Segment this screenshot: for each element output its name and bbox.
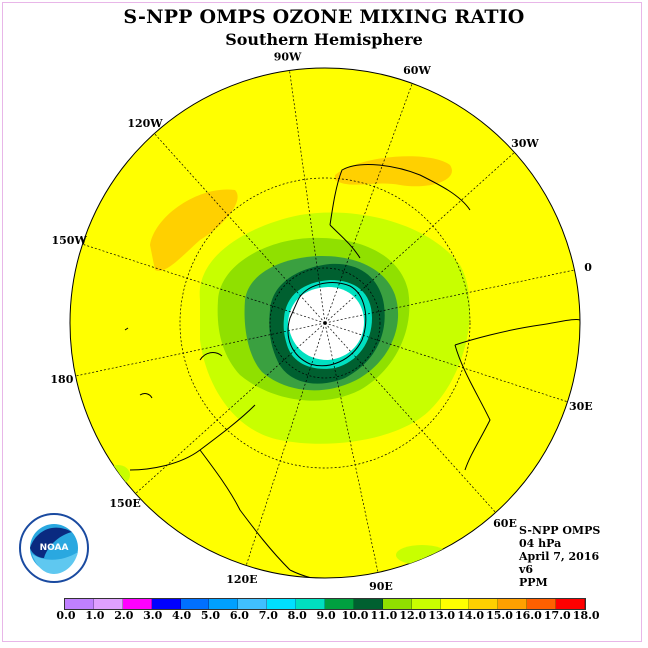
meridian-line — [75, 322, 326, 377]
longitude-label: 90W — [274, 51, 302, 64]
colorbar-tick-label: 4.0 — [172, 609, 192, 622]
noaa-logo-text: NOAA — [40, 543, 69, 553]
colorbar-segment — [556, 599, 586, 609]
map-subtitle: Southern Hemisphere — [225, 30, 423, 49]
longitude-label: 150E — [109, 497, 140, 510]
colorbar-tick-label: 6.0 — [229, 609, 249, 622]
colorbar-segment — [93, 599, 123, 609]
colorbar-segment — [209, 599, 239, 609]
meridian-line — [324, 269, 575, 324]
colorbar-tick-label: 9.0 — [316, 609, 336, 622]
colorbar-segment — [65, 599, 94, 609]
colorbar-segment — [151, 599, 181, 609]
meridians — [75, 70, 575, 573]
latitude-circles — [179, 177, 471, 469]
colorbar-tick-label: 3.0 — [143, 609, 163, 622]
meridian-line — [82, 243, 326, 324]
ozone-patch-green-south — [396, 545, 448, 565]
ozone-patch-orange-pacific — [150, 189, 238, 271]
longitude-label: 0 — [584, 261, 592, 274]
coastlines — [124, 164, 580, 578]
colorbar-tick-label: 13.0 — [428, 609, 456, 622]
colorbar-tick-label: 17.0 — [543, 609, 571, 622]
meridian-line — [324, 152, 515, 324]
plot-frame — [2, 2, 642, 642]
colorbar-tick-label: 18.0 — [572, 609, 600, 622]
longitude-label: 120E — [226, 573, 257, 586]
colorbar-tick-label: 7.0 — [258, 609, 278, 622]
colorbar-tick-label: 15.0 — [486, 609, 513, 622]
info-unit: PPM — [519, 576, 548, 589]
meridian-line — [289, 70, 326, 324]
colorbar-tick-label: 8.0 — [287, 609, 307, 622]
colorbar-segment — [440, 599, 470, 609]
colorbar-segment — [498, 599, 528, 609]
colorbar-segment — [353, 599, 383, 609]
info-date: April 7, 2016 — [519, 550, 600, 563]
longitude-label: 30E — [569, 400, 593, 413]
colorbar-segment — [180, 599, 210, 609]
longitude-label: 90E — [369, 580, 393, 593]
colorbar-segment — [527, 599, 557, 609]
meridian-line — [154, 133, 326, 324]
colorbar-segment — [238, 599, 268, 609]
meridian-line — [324, 322, 379, 573]
meridian-line — [135, 322, 326, 494]
ozone-patch-green-west — [106, 465, 130, 485]
longitude-label: 60W — [403, 64, 431, 77]
longitude-label: 30W — [511, 137, 539, 150]
colorbar-tick-label: 12.0 — [399, 609, 427, 622]
colorbar-tick-label: 2.0 — [114, 609, 134, 622]
meridian-line — [324, 322, 568, 403]
meridian-line — [324, 322, 496, 513]
colorbar-segment — [382, 599, 412, 609]
colorbar-segment — [296, 599, 326, 609]
longitude-labels: 90W 60W 30W 0 30E 60E 90E 120E 150E 180 150W 120W — [50, 51, 592, 594]
longitude-label: 120W — [127, 117, 163, 130]
meridian-line — [324, 83, 413, 324]
ozone-patch-orange-atlantic — [335, 156, 452, 187]
colorbar-tick-label: 0.0 — [56, 609, 76, 622]
meridian-line — [245, 322, 326, 566]
info-level: 04 hPa — [519, 537, 562, 550]
south-pole-point — [323, 321, 327, 325]
map-title: S-NPP OMPS OZONE MIXING RATIO — [123, 6, 525, 28]
longitude-label: 150W — [52, 234, 88, 247]
colorbar-tick-label: 11.0 — [370, 609, 398, 622]
colorbar-segment — [325, 599, 354, 609]
info-instrument: S-NPP OMPS — [519, 524, 601, 537]
colorbar-segment — [411, 599, 441, 609]
colorbar-tick-label: 10.0 — [341, 609, 369, 622]
longitude-label: 60E — [493, 517, 517, 530]
colorbar-segment — [469, 599, 499, 609]
colorbar-tick-label: 1.0 — [85, 609, 105, 622]
colorbar-tick-label: 14.0 — [457, 609, 484, 622]
colorbar-segment — [122, 599, 152, 609]
noaa-logo: NOAA — [19, 513, 89, 583]
info-block: S-NPP OMPS 04 hPa April 7, 2016 v6 PPM — [519, 524, 600, 589]
colorbar — [64, 598, 587, 610]
longitude-label: 180 — [50, 373, 73, 386]
info-version: v6 — [519, 563, 534, 576]
colorbar-tick-label: 5.0 — [200, 609, 221, 622]
colorbar-segment — [267, 599, 297, 609]
colorbar-tick-label: 16.0 — [514, 609, 542, 622]
